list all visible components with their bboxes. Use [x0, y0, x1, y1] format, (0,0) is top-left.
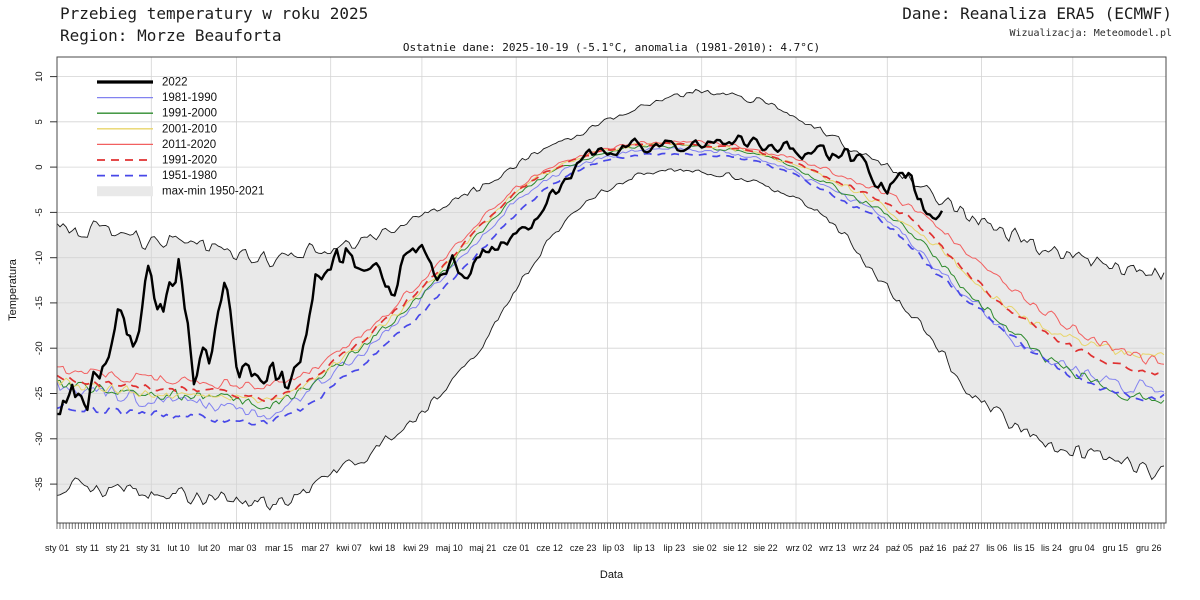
legend-item-1991-2020: 1991-2020	[97, 155, 217, 167]
y-tick-label: -20	[34, 341, 45, 355]
legend-band-swatch	[97, 186, 153, 197]
legend-label: 2011-2020	[162, 139, 216, 151]
legend-item-maxmin-band: max-min 1950-2021	[97, 186, 264, 198]
legend-label: 2001-2010	[162, 123, 217, 135]
x-tick-label: sty 11	[76, 543, 99, 553]
legend-label: 2022	[162, 77, 188, 89]
x-tick-label: gru 04	[1069, 543, 1095, 553]
x-tick-label: kwi 18	[370, 543, 396, 553]
x-tick-label: sie 12	[723, 543, 747, 553]
y-tick-label: -5	[34, 208, 45, 216]
x-tick-label: lis 24	[1041, 543, 1062, 553]
legend-item-2011-2020: 2011-2020	[97, 139, 216, 151]
y-tick-label: 10	[34, 71, 45, 82]
x-tick-label: paź 27	[953, 543, 980, 553]
x-tick-label: wrz 24	[852, 543, 880, 553]
legend-label: 1951-1980	[162, 170, 217, 182]
x-tick-label: lut 10	[168, 543, 190, 553]
x-tick-label: gru 26	[1136, 543, 1162, 553]
x-tick-label: paź 05	[886, 543, 913, 553]
x-tick-label: kwi 29	[403, 543, 429, 553]
y-tick-label: -35	[34, 477, 45, 491]
x-tick-label: sie 22	[754, 543, 778, 553]
y-tick-label: -25	[34, 387, 45, 401]
x-tick-label: sty 01	[45, 543, 69, 553]
x-tick-label: kwi 07	[336, 543, 362, 553]
plot-border	[56, 56, 1167, 524]
legend-item-1991-2000: 1991-2000	[97, 108, 217, 120]
x-tick-label: lip 13	[633, 543, 655, 553]
page-title: Przebieg temperatury w roku 2025	[60, 4, 369, 23]
x-tick-label: mar 03	[228, 543, 256, 553]
gridlines	[57, 57, 1166, 523]
y-tick-label: 0	[34, 164, 45, 169]
legend: 2022 1981-1990 1991-2000 2001-2010 2011-2020…	[97, 77, 264, 198]
series-line-1951-1980	[57, 152, 1165, 426]
y-tick-label: 5	[34, 119, 45, 124]
x-tick-label: sty 31	[136, 543, 160, 553]
x-axis-title: Data	[600, 569, 624, 581]
x-tick-label: paź 16	[919, 543, 946, 553]
x-tick-label: cze 23	[570, 543, 597, 553]
y-tick-label: -15	[34, 296, 45, 310]
region-subtitle: Region: Morze Beauforta	[60, 26, 282, 45]
series-line-2022	[57, 134, 944, 416]
x-tick-label: wrz 13	[818, 543, 846, 553]
x-tick-label: lis 15	[1014, 543, 1035, 553]
x-tick-label: lip 03	[603, 543, 625, 553]
x-tick-label: mar 27	[301, 543, 329, 553]
x-tick-label: maj 21	[469, 543, 496, 553]
legend-item-2001-2010: 2001-2010	[97, 123, 217, 135]
legend-label: 1991-2000	[162, 108, 217, 120]
legend-item-1951-1980: 1951-1980	[97, 170, 217, 182]
x-tick-label: sie 02	[693, 543, 717, 553]
y-axis: 10 5 0 -5 -10 -15 -20 -25 -30 -35 Temperatura	[7, 71, 57, 491]
x-tick-label: lip 23	[664, 543, 686, 553]
x-tick-label: cze 12	[536, 543, 563, 553]
x-tick-label: maj 10	[436, 543, 463, 553]
y-tick-label: -10	[34, 251, 45, 265]
x-tick-label: lis 06	[986, 543, 1007, 553]
x-tick-label: cze 01	[503, 543, 530, 553]
x-tick-label: gru 15	[1103, 543, 1129, 553]
series-line-1991-2020	[57, 142, 1165, 402]
legend-label: 1991-2020	[162, 155, 217, 167]
visualization-credit: Wizualizacja: Meteomodel.pl	[1009, 28, 1172, 39]
band-max-edge	[57, 88, 1165, 281]
y-tick-label: -30	[34, 432, 45, 446]
x-axis: sty 01 sty 11 sty 21 sty 31 lut 10 lut 20 mar …	[45, 523, 1165, 581]
series-lines	[57, 134, 1165, 426]
last-data-subtitle: Ostatnie dane: 2025-10-19 (-5.1°C, anoma…	[402, 41, 821, 54]
x-tick-label: lut 20	[198, 543, 220, 553]
legend-label: max-min 1950-2021	[162, 186, 264, 198]
series-line-2011-2020	[57, 139, 1165, 390]
legend-item-1981-1990: 1981-1990	[97, 92, 217, 104]
x-tick-label: wrz 02	[785, 543, 813, 553]
data-source-label: Dane: Reanaliza ERA5 (ECMWF)	[902, 4, 1172, 23]
x-tick-label: mar 15	[265, 543, 293, 553]
legend-label: 1981-1990	[162, 92, 217, 104]
y-axis-title: Temperatura	[7, 258, 19, 321]
legend-item-2022: 2022	[97, 77, 188, 89]
band-min-edge	[57, 168, 1165, 511]
x-tick-label: sty 21	[106, 543, 130, 553]
